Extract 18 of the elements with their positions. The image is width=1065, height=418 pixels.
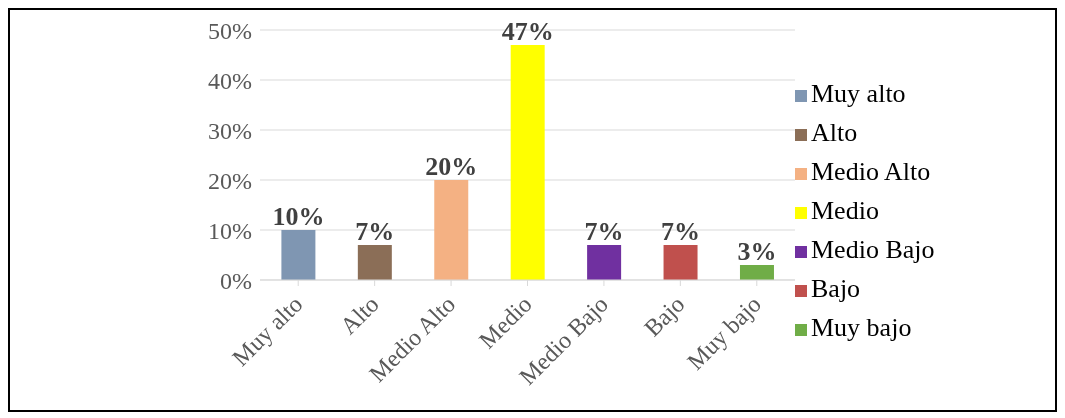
y-tick-label: 20% [208,167,252,194]
data-label: 47% [501,17,554,46]
y-tick-label: 50% [208,17,252,44]
data-label: 7% [661,217,701,246]
y-tick-label: 30% [208,117,252,144]
data-label: 7% [355,217,395,246]
data-label: 20% [425,152,478,181]
legend-label: Medio Bajo [811,234,935,264]
data-label: 10% [272,202,325,231]
y-tick-label: 10% [208,217,252,244]
legend-label: Alto [811,117,858,147]
y-tick-label: 40% [208,67,252,94]
legend-label: Medio [811,195,879,225]
data-label: 7% [584,217,624,246]
legend-label: Muy alto [811,78,906,108]
x-tick-label: Bajo [639,290,690,342]
data-label: 3% [737,237,777,266]
legend-label: Medio Alto [811,156,931,186]
